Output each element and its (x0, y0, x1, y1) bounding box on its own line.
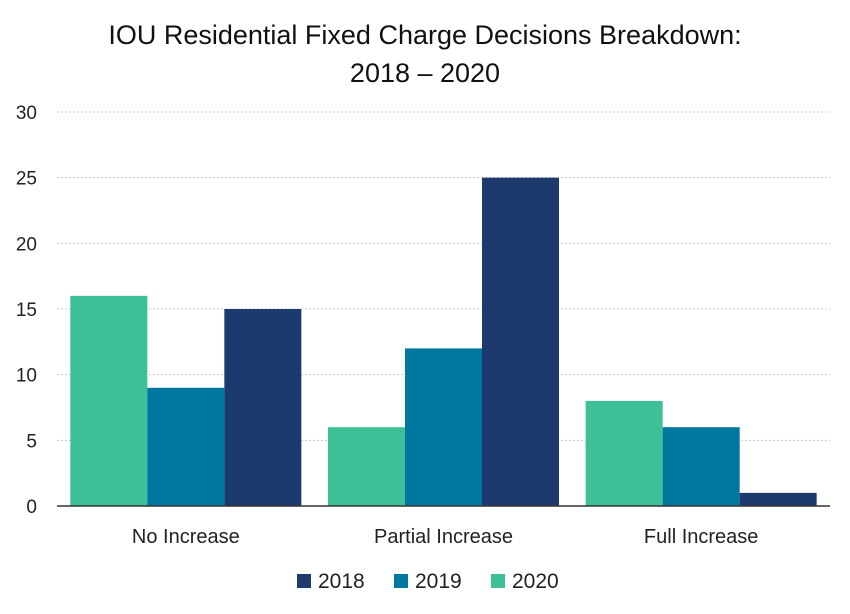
bar-2018-1 (482, 177, 559, 506)
bar-2018-2 (739, 492, 817, 506)
chart-title-line-1: IOU Residential Fixed Charge Decisions B… (108, 20, 742, 50)
y-tick-label: 15 (16, 300, 37, 321)
legend-label-2020: 2020 (512, 570, 559, 593)
y-tick-label: 20 (16, 234, 37, 255)
bar-2019-1 (405, 348, 482, 506)
y-tick-label: 5 (26, 431, 37, 452)
legend-label-2019: 2019 (415, 570, 462, 593)
y-tick-label: 10 (16, 366, 37, 387)
y-tick-label: 25 (16, 169, 37, 190)
legend-swatch-2018 (297, 574, 311, 588)
legend-swatch-2019 (394, 574, 408, 588)
chart-title-line-2: 2018 – 2020 (349, 58, 501, 88)
bar-2020-0 (70, 295, 148, 506)
legend-swatch-2020 (491, 574, 505, 588)
bar-2018-0 (224, 309, 302, 506)
bar-2020-2 (585, 400, 663, 506)
y-tick-label: 30 (16, 103, 37, 124)
bar-2019-0 (147, 387, 225, 506)
x-category-label: Full Increase (644, 526, 759, 548)
x-category-label: Partial Increase (374, 526, 513, 548)
y-tick-label: 0 (26, 497, 37, 518)
bar-2019-2 (662, 427, 740, 506)
x-category-label: No Increase (132, 526, 240, 548)
bar-2020-1 (328, 427, 405, 506)
legend-label-2018: 2018 (318, 570, 365, 593)
